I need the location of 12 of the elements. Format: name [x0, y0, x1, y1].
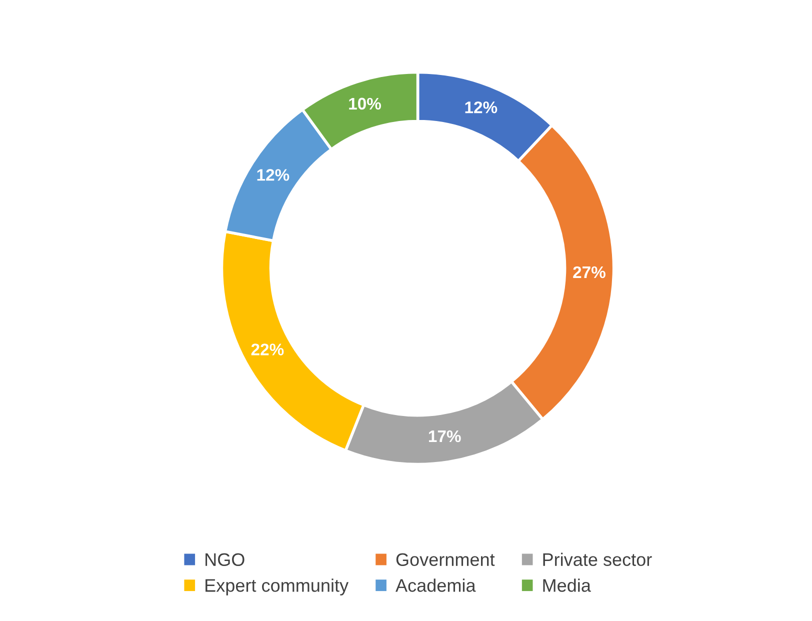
legend-label: Expert community [206, 578, 349, 596]
legend-label: Academia [396, 578, 476, 592]
data-label: 12% [465, 101, 498, 114]
legend-label: Government [396, 553, 495, 566]
legend-label: Media [543, 578, 591, 592]
legend-label: Private sector [543, 552, 652, 566]
data-label: 22% [251, 344, 284, 356]
data-label: 17% [428, 430, 461, 442]
legend-label: NGO [206, 553, 244, 566]
data-label: 12% [257, 169, 290, 181]
data-label: 27% [573, 266, 606, 278]
data-label: 10% [349, 98, 382, 110]
